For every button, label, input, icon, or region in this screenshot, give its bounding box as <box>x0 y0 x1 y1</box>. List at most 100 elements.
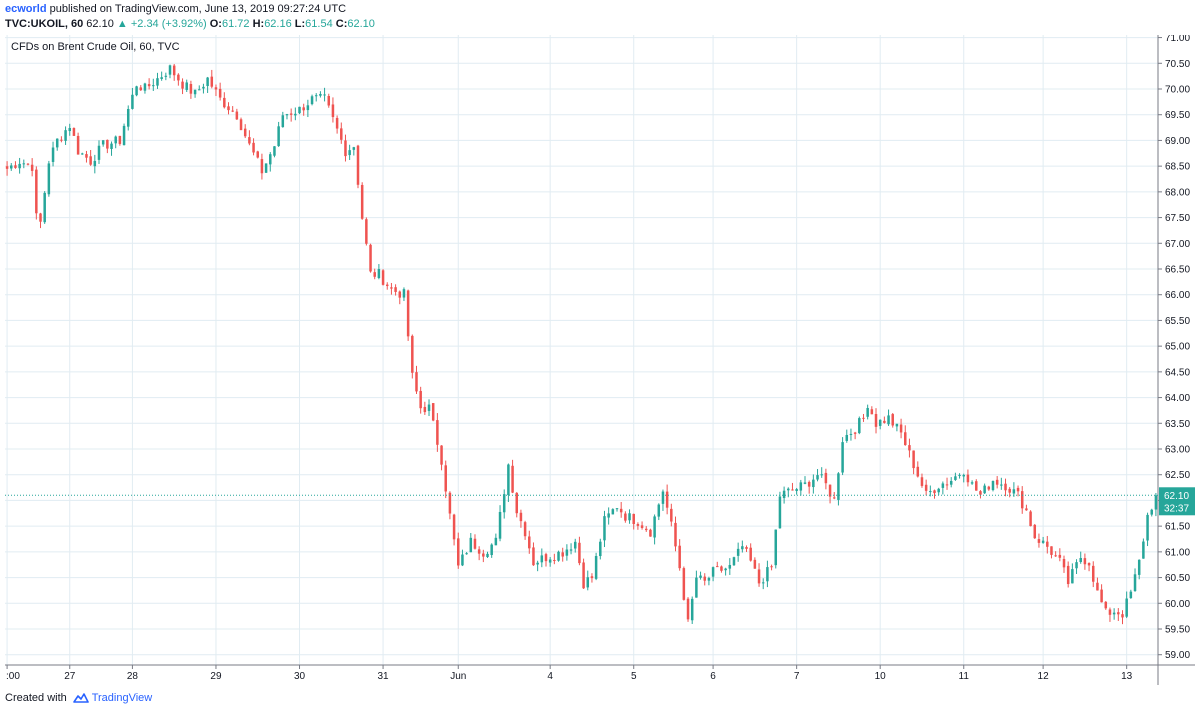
x-tick-label: 10 <box>875 671 887 682</box>
candle-body <box>1054 555 1057 557</box>
candle-body <box>1137 559 1141 575</box>
candle-body <box>899 424 903 433</box>
candle-body <box>210 76 214 87</box>
last-price-label: 62.10 <box>1164 491 1189 502</box>
y-tick-label: 59.50 <box>1165 625 1190 636</box>
candle-body <box>43 192 46 223</box>
candle-body <box>958 474 961 476</box>
candle-body <box>1104 601 1108 609</box>
candle-body <box>1112 612 1116 615</box>
candle-body <box>657 504 661 517</box>
candle-body <box>97 145 101 160</box>
candle-body <box>590 576 594 579</box>
y-tick-label: 65.50 <box>1165 316 1190 327</box>
x-tick-label: 30 <box>294 671 306 682</box>
candle-body <box>1020 491 1024 509</box>
candle-body <box>937 488 940 493</box>
candle-body <box>398 291 402 298</box>
candle-body <box>1146 514 1149 541</box>
candle-body <box>381 270 385 285</box>
candle-body <box>1071 569 1074 584</box>
candle-body <box>1117 612 1120 615</box>
chart-frame[interactable]: 59.0059.5060.0060.5061.0061.5062.0062.50… <box>5 35 1195 685</box>
candle-body <box>695 577 698 598</box>
candle-body <box>310 96 314 105</box>
candle-body <box>139 87 143 91</box>
price-change: +2.34 (+3.92%) <box>130 18 207 30</box>
candle-body <box>402 289 406 298</box>
author-link[interactable]: ecworld <box>5 3 47 15</box>
candle-body <box>774 529 778 566</box>
candle-body <box>51 147 55 162</box>
candle-body <box>436 420 439 445</box>
candle-body <box>878 419 882 426</box>
candlestick-chart[interactable]: 59.0059.5060.0060.5061.0061.5062.0062.50… <box>5 35 1195 685</box>
candle-body <box>553 560 556 562</box>
ohlc-line: TVC:UKOIL, 60 62.10 ▲ +2.34 (+3.92%) O:6… <box>5 17 1195 32</box>
candle-body <box>665 491 669 508</box>
candle-body <box>607 513 610 518</box>
candle-body <box>1154 495 1158 510</box>
candle-body <box>47 163 51 195</box>
candle-body <box>231 110 234 112</box>
candle-body <box>716 566 719 568</box>
candle-body <box>85 154 88 158</box>
candle-body <box>837 473 840 500</box>
candle-body <box>14 165 17 168</box>
candle-body <box>348 150 351 156</box>
candle-body <box>528 536 531 549</box>
candle-body <box>895 423 899 427</box>
candle-body <box>147 84 151 87</box>
candle-body <box>415 372 418 392</box>
candle-body <box>853 432 857 434</box>
y-tick-label: 69.50 <box>1165 110 1190 121</box>
candle-body <box>736 548 740 556</box>
candle-body <box>766 567 769 582</box>
candle-body <box>757 569 761 584</box>
candle-body <box>260 159 264 174</box>
candle-body <box>252 142 255 153</box>
candle-body <box>578 542 581 564</box>
candle-body <box>883 420 886 423</box>
candle-body <box>619 508 623 513</box>
candles <box>5 63 1158 625</box>
candle-body <box>26 163 30 165</box>
candle-body <box>5 166 9 169</box>
candle-body <box>649 529 652 537</box>
candle-body <box>352 147 356 150</box>
y-tick-label: 65.00 <box>1165 342 1190 353</box>
candle-body <box>690 598 694 621</box>
candle-body <box>10 165 13 169</box>
x-tick-label: 7 <box>794 671 800 682</box>
candle-body <box>277 126 280 147</box>
x-tick-label: 31 <box>378 671 390 682</box>
candle-body <box>1050 546 1053 555</box>
candle-body <box>269 154 272 165</box>
candle-body <box>1129 591 1133 599</box>
candle-body <box>444 465 447 492</box>
candle-body <box>807 481 811 487</box>
candle-body <box>962 474 965 477</box>
candle-body <box>611 509 615 515</box>
candle-body <box>106 139 109 149</box>
candle-body <box>1037 539 1041 543</box>
x-tick-label: 5 <box>631 671 637 682</box>
candle-body <box>156 78 159 86</box>
candle-body <box>891 414 894 426</box>
candle-body <box>431 403 435 421</box>
candle-body <box>457 538 460 566</box>
candle-body <box>356 145 360 185</box>
y-tick-label: 67.50 <box>1165 213 1190 224</box>
candle-body <box>419 390 422 409</box>
candle-body <box>1004 483 1007 491</box>
tradingview-link[interactable]: TradingView <box>91 692 153 704</box>
y-tick-label: 63.50 <box>1165 419 1190 430</box>
candle-body <box>1012 489 1016 494</box>
candle-body <box>586 577 590 588</box>
x-tick-label: 27 <box>64 671 76 682</box>
candle-body <box>887 415 890 425</box>
candle-body <box>498 511 502 539</box>
candle-body <box>1046 541 1049 547</box>
candle-body <box>991 480 995 491</box>
tradingview-logo-icon <box>73 692 89 703</box>
